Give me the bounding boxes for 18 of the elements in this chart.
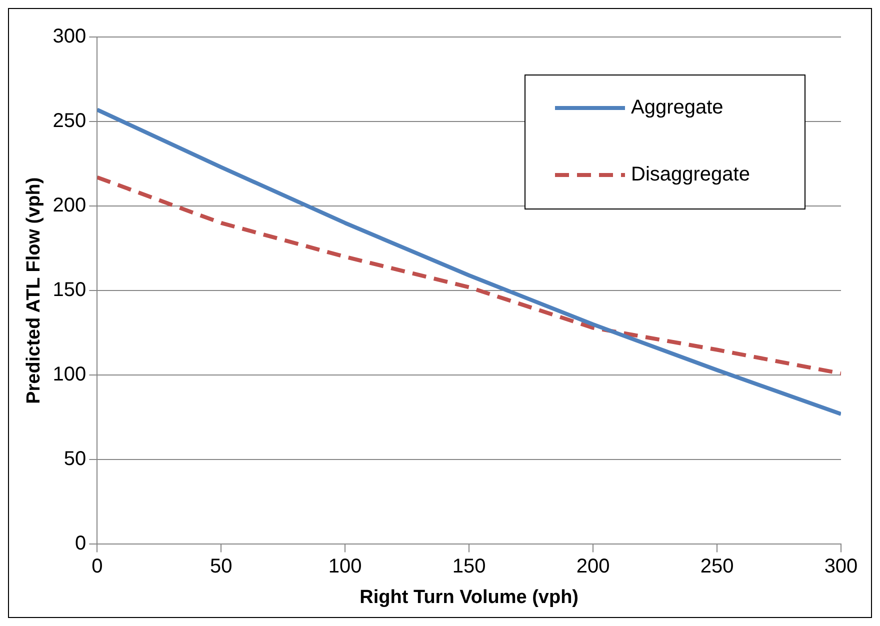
y-tick-label: 200: [52, 194, 86, 217]
legend-label: Aggregate: [631, 96, 724, 119]
y-axis-title: Predicted ATL Flow (vph): [24, 177, 45, 404]
x-tick-label: 0: [92, 556, 103, 578]
x-axis-title: Right Turn Volume (vph): [360, 586, 578, 608]
y-tick-label: 50: [64, 448, 86, 470]
x-tick-label: 250: [700, 556, 734, 578]
y-tick-label: 0: [75, 532, 86, 555]
y-tick-label: 250: [52, 110, 86, 132]
y-tick-label: 150: [52, 279, 86, 302]
y-tick-label: 300: [52, 26, 86, 48]
legend-label: Disaggregate: [631, 164, 750, 186]
x-tick-label: 300: [824, 556, 858, 578]
x-tick-label: 200: [576, 556, 610, 578]
x-tick-label: 100: [328, 556, 362, 578]
x-tick-label: 50: [210, 556, 232, 578]
y-tick-label: 100: [52, 364, 86, 386]
x-tick-label: 150: [452, 556, 486, 578]
